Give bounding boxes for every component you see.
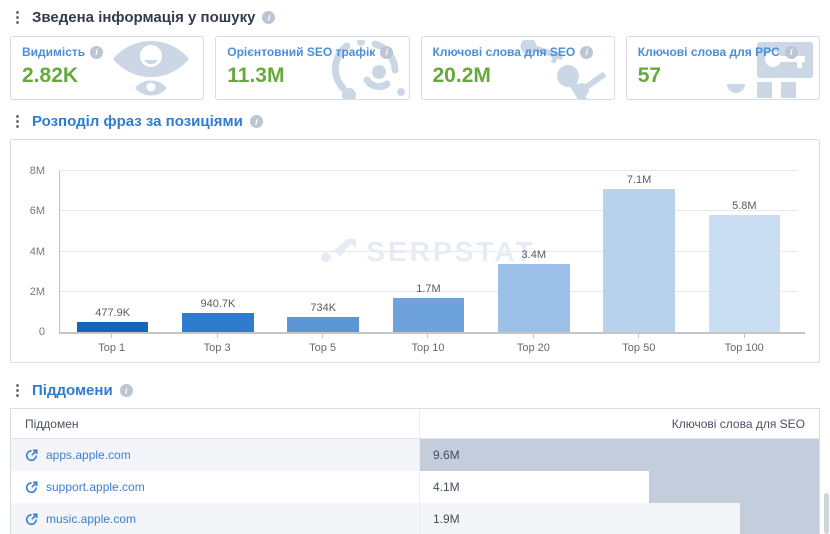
table-header: Піддомен Ключові слова для SEO bbox=[11, 409, 819, 439]
bar-group: 7.1M bbox=[586, 174, 691, 332]
eye-icon bbox=[97, 40, 199, 98]
gridline bbox=[60, 210, 797, 212]
y-tick-label: 6M bbox=[29, 205, 45, 218]
x-tick-label: Top 3 bbox=[164, 334, 269, 354]
bar-top-20[interactable] bbox=[497, 263, 570, 332]
subdomain-link[interactable]: music.apple.com bbox=[46, 512, 137, 526]
bar-top-3[interactable] bbox=[182, 313, 254, 332]
subdomains-table: Піддомен Ключові слова для SEO apps.appl… bbox=[10, 408, 820, 534]
value-bar bbox=[648, 471, 819, 503]
seo-keywords-card[interactable]: Ключові слова для SEO i 20.2M bbox=[420, 36, 615, 100]
seo-keywords-count: 1.9M bbox=[433, 512, 460, 526]
subdomain-link[interactable]: apps.apple.com bbox=[46, 448, 131, 462]
visibility-card[interactable]: Видимість i 2.82K bbox=[10, 36, 205, 100]
x-tick-label: Top 5 bbox=[270, 334, 375, 354]
external-link-icon[interactable] bbox=[25, 512, 38, 526]
bar-value-label: 734K bbox=[310, 302, 337, 315]
column-header-seo-keywords[interactable]: Ключові слова для SEO bbox=[419, 409, 819, 438]
y-axis-labels: 0 2M 4M 6M 8M bbox=[11, 165, 51, 338]
column-header-subdomain[interactable]: Піддомен bbox=[25, 416, 79, 431]
subdomains-title: Піддомени bbox=[32, 382, 113, 399]
info-icon[interactable]: i bbox=[784, 45, 798, 59]
y-tick-label: 4M bbox=[29, 245, 45, 258]
x-axis-line bbox=[59, 332, 805, 334]
info-icon[interactable]: i bbox=[119, 384, 133, 397]
drag-handle-icon[interactable]: ⋮ bbox=[10, 382, 25, 399]
bar-value-label: 7.1M bbox=[626, 174, 652, 187]
external-link-icon[interactable] bbox=[25, 448, 38, 462]
scrollbar-thumb[interactable] bbox=[824, 493, 829, 534]
subdomains-section: ⋮ Піддомени i Піддомен Ключові слова для… bbox=[0, 382, 830, 534]
info-icon[interactable]: i bbox=[580, 45, 594, 59]
info-icon[interactable]: i bbox=[90, 45, 104, 59]
drag-handle-icon[interactable]: ⋮ bbox=[10, 113, 25, 130]
positions-section: ⋮ Розподіл фраз за позиціями i 0 2M 4M 6M 8M… bbox=[0, 113, 830, 363]
seo-traffic-card-label: Орієнтовний SEO трафік bbox=[227, 45, 376, 59]
seo-traffic-value: 11.3M bbox=[227, 64, 285, 87]
seo-keywords-card-label: Ключові слова для SEO bbox=[432, 45, 576, 59]
metric-cards: Видимість i 2.82K Орієнтовний SEO трафік… bbox=[10, 36, 820, 100]
gridline bbox=[60, 170, 797, 171]
bar-group: 940.7K bbox=[165, 298, 270, 332]
bar-top-50[interactable] bbox=[603, 189, 675, 332]
y-tick-label: 2M bbox=[29, 285, 45, 298]
bar-value-label: 477.9K bbox=[95, 307, 131, 320]
bar-top-10[interactable] bbox=[392, 297, 465, 332]
bar-group: 3.4M bbox=[481, 249, 586, 332]
bar-group: 477.9K bbox=[60, 307, 165, 332]
value-bar bbox=[420, 439, 819, 471]
drag-handle-icon[interactable]: ⋮ bbox=[10, 9, 25, 26]
visibility-value: 2.82K bbox=[22, 64, 79, 87]
x-tick-label: Top 1 bbox=[59, 334, 164, 354]
keys-icon bbox=[510, 40, 610, 99]
table-row: apps.apple.com 9.6M bbox=[11, 439, 819, 471]
gridline bbox=[60, 250, 797, 252]
x-tick-label: Top 20 bbox=[481, 334, 586, 354]
y-tick-label: 0 bbox=[38, 326, 45, 338]
ppc-keywords-card[interactable]: Ключові слова для PPC i 57 bbox=[625, 36, 820, 100]
table-row: music.apple.com 1.9M bbox=[11, 503, 819, 534]
x-tick-label: Top 50 bbox=[586, 334, 691, 354]
bar-value-label: 5.8M bbox=[732, 200, 757, 213]
visibility-card-label: Видимість bbox=[22, 45, 86, 59]
bar-value-label: 1.7M bbox=[416, 282, 441, 295]
bar-top-100[interactable] bbox=[708, 215, 781, 332]
ppc-keywords-card-label: Ключові слова для PPC bbox=[637, 45, 780, 59]
summary-title: Зведена інформація у пошуку bbox=[32, 9, 256, 26]
x-axis-labels: Top 1 Top 3 Top 5 Top 10 Top 20 Top 50 Top 100 bbox=[59, 334, 797, 354]
positions-bar-chart: 0 2M 4M 6M 8M SERPSTAT 477.9K 940.7K 734K 1.7M 3… bbox=[10, 139, 820, 363]
bar-top-5[interactable] bbox=[287, 317, 359, 332]
x-tick-label: Top 10 bbox=[375, 334, 480, 354]
plot-area: SERPSTAT 477.9K 940.7K 734K 1.7M 3.4M 7.1M 5.8… bbox=[59, 170, 797, 332]
positions-title: Розподіл фраз за позиціями bbox=[32, 113, 243, 130]
bar-group: 5.8M bbox=[692, 200, 797, 332]
bar-value-label: 3.4M bbox=[521, 248, 546, 261]
external-link-icon[interactable] bbox=[25, 480, 38, 494]
seo-keywords-count: 9.6M bbox=[433, 448, 460, 462]
bars-container: 477.9K 940.7K 734K 1.7M 3.4M 7.1M 5.8M bbox=[60, 171, 797, 332]
bar-value-label: 940.7K bbox=[200, 298, 236, 311]
subdomain-link[interactable]: support.apple.com bbox=[46, 480, 145, 494]
info-icon[interactable]: i bbox=[380, 45, 394, 59]
gridline bbox=[60, 290, 797, 292]
info-icon[interactable]: i bbox=[262, 11, 276, 24]
summary-section: ⋮ Зведена інформація у пошуку i Видиміст… bbox=[0, 0, 830, 100]
info-icon[interactable]: i bbox=[249, 115, 263, 128]
x-tick-label: Top 100 bbox=[692, 334, 797, 354]
bar-group: 1.7M bbox=[376, 283, 481, 332]
table-row: support.apple.com 4.1M bbox=[11, 471, 819, 503]
seo-keywords-value: 20.2M bbox=[432, 64, 491, 87]
ppc-keywords-value: 57 bbox=[637, 64, 662, 87]
seo-keywords-count: 4.1M bbox=[433, 480, 460, 494]
y-tick-label: 8M bbox=[29, 165, 45, 177]
value-bar bbox=[740, 503, 819, 534]
bar-group: 734K bbox=[271, 302, 376, 332]
bar-top-1[interactable] bbox=[76, 322, 149, 332]
key-card-icon bbox=[723, 40, 815, 98]
seo-traffic-card[interactable]: Орієнтовний SEO трафік i 11.3M bbox=[215, 36, 410, 100]
